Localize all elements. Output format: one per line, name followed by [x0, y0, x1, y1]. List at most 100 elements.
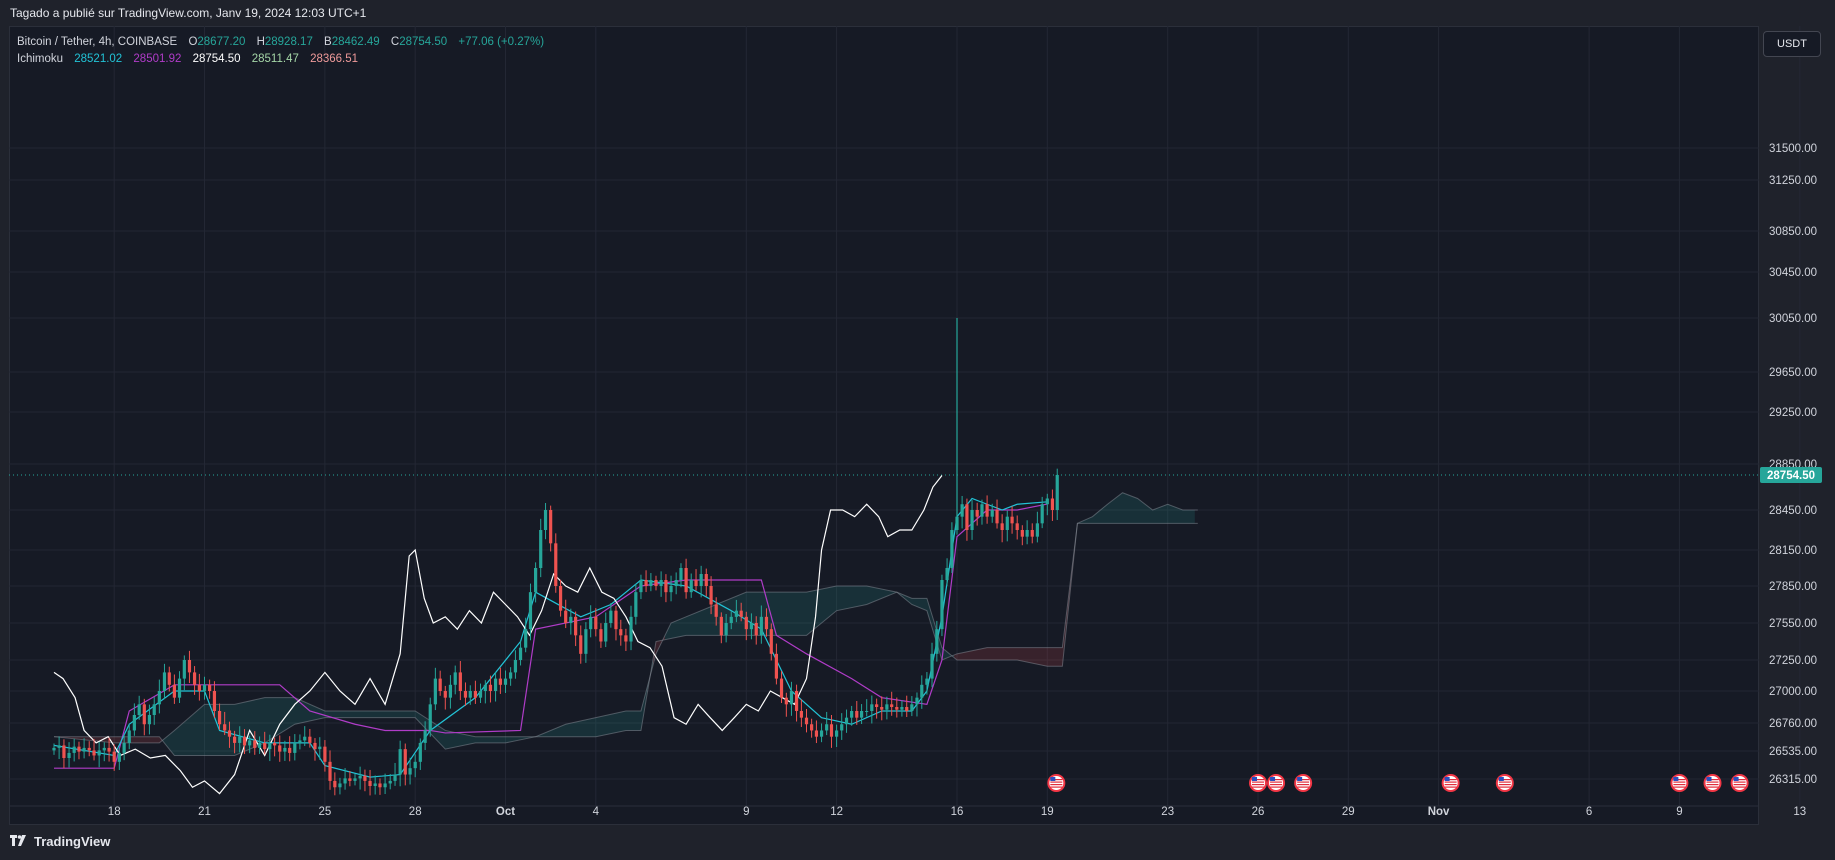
- x-tick-label: 12: [830, 806, 843, 818]
- candle-body: [920, 684, 924, 698]
- candle-body: [584, 629, 588, 654]
- candle-body: [669, 586, 673, 593]
- candle-body: [338, 783, 342, 788]
- candle-body: [819, 730, 824, 737]
- indicator-legend: Ichimoku 28521.02 28501.92 28754.50 2851…: [17, 51, 544, 68]
- y-tick-label: 27250.00: [1769, 655, 1817, 667]
- y-tick-label: 31500.00: [1769, 143, 1817, 155]
- candle-body: [1020, 530, 1024, 537]
- y-tick-label: 29650.00: [1769, 367, 1817, 379]
- candle-body: [799, 711, 803, 718]
- candle-body: [378, 783, 382, 788]
- candle-body: [433, 678, 437, 705]
- candle-body: [734, 610, 738, 617]
- candle-body: [1025, 530, 1029, 537]
- candle-body: [463, 691, 468, 698]
- x-tick-label: 6: [1586, 806, 1592, 818]
- candle-body: [619, 629, 623, 636]
- candle-body: [257, 742, 262, 748]
- price-chart[interactable]: 26315.00 26535.00 26760.00 27000.00 27250.00…: [9, 26, 1827, 825]
- y-tick-label: 26315.00: [1769, 774, 1817, 786]
- candle-body: [674, 580, 678, 586]
- economic-events: [1047, 774, 1749, 792]
- flag-canton: [1444, 777, 1450, 781]
- us-flag-event-icon: [1267, 774, 1286, 792]
- candle-body: [1000, 523, 1004, 530]
- low-value: 28462.49: [331, 36, 380, 48]
- candle-body: [729, 616, 733, 623]
- flag-stripe: [1733, 781, 1746, 783]
- candle-body: [714, 604, 718, 617]
- flag-stripe: [1050, 784, 1063, 786]
- flag-stripe: [1706, 786, 1719, 788]
- candle-body: [629, 616, 633, 642]
- candle-body: [208, 684, 212, 691]
- flag-stripe: [1706, 781, 1719, 783]
- candle-body: [413, 761, 417, 769]
- candle-body: [112, 751, 116, 762]
- chart-pane[interactable]: [9, 26, 1759, 825]
- candle-body: [1010, 516, 1014, 524]
- candle-body: [970, 510, 974, 530]
- x-tick-label: Oct: [496, 806, 515, 818]
- candle-body: [859, 711, 864, 718]
- flag-stripe: [1252, 786, 1264, 788]
- candle-body: [594, 616, 598, 630]
- candle-body: [850, 711, 854, 718]
- close-value: 28754.50: [399, 36, 448, 48]
- open-label: O: [188, 36, 198, 48]
- candle-body: [363, 775, 367, 781]
- flag-canton: [1673, 777, 1679, 781]
- x-tick-label: 19: [1041, 806, 1054, 818]
- candle-body: [67, 752, 71, 758]
- flag-stripe: [1050, 781, 1063, 783]
- candle-body: [458, 672, 462, 691]
- cloud-bear-segment: [953, 523, 1078, 667]
- candle-body: [162, 672, 167, 691]
- candle-body: [483, 684, 487, 691]
- candle-body: [157, 691, 161, 705]
- lagging-value: 28754.50: [192, 53, 241, 65]
- x-tick-label: 26: [1252, 806, 1265, 818]
- candle-body: [534, 568, 538, 593]
- candle-body: [468, 691, 472, 698]
- candle-body: [388, 780, 392, 784]
- flag-stripe: [1252, 779, 1264, 781]
- candle-body: [689, 580, 693, 593]
- y-tick-label: 29250.00: [1769, 407, 1817, 419]
- x-tick-label: 25: [319, 806, 332, 818]
- flag-stripe: [1270, 784, 1283, 786]
- currency-button[interactable]: USDT: [1763, 31, 1821, 57]
- flag-stripe: [1706, 784, 1719, 786]
- candle-body: [453, 672, 457, 685]
- candle-body: [1050, 498, 1055, 510]
- y-tick-label: 27850.00: [1769, 581, 1817, 593]
- candle-body: [182, 660, 186, 679]
- candle-body: [493, 678, 498, 691]
- cloud-bull-segment: [162, 658, 653, 756]
- candle-body: [804, 717, 809, 725]
- span-b-line: [54, 522, 1198, 756]
- candle-body: [569, 616, 573, 623]
- candle-body: [940, 580, 944, 630]
- candle-body: [694, 580, 698, 586]
- candle-body: [448, 684, 453, 698]
- span-b-value: 28366.51: [310, 53, 359, 65]
- flag-canton: [1706, 777, 1712, 781]
- kijun-value: 28501.92: [133, 53, 182, 65]
- candle-body: [554, 543, 558, 586]
- candle-body: [498, 678, 502, 685]
- candle-body: [197, 684, 201, 691]
- cloud-bull-segment: [1077, 492, 1195, 524]
- candle-body: [403, 749, 407, 775]
- candle-body: [223, 724, 227, 731]
- candle-body: [814, 730, 819, 737]
- x-tick-label: 9: [1676, 806, 1682, 818]
- us-flag-event-icon: [1730, 774, 1749, 792]
- flag-stripe: [1673, 786, 1686, 788]
- candle-body: [604, 623, 608, 642]
- candle-body: [699, 574, 703, 586]
- candle-body: [217, 711, 222, 725]
- candle-body: [574, 616, 578, 636]
- flag-stripe: [1270, 781, 1283, 783]
